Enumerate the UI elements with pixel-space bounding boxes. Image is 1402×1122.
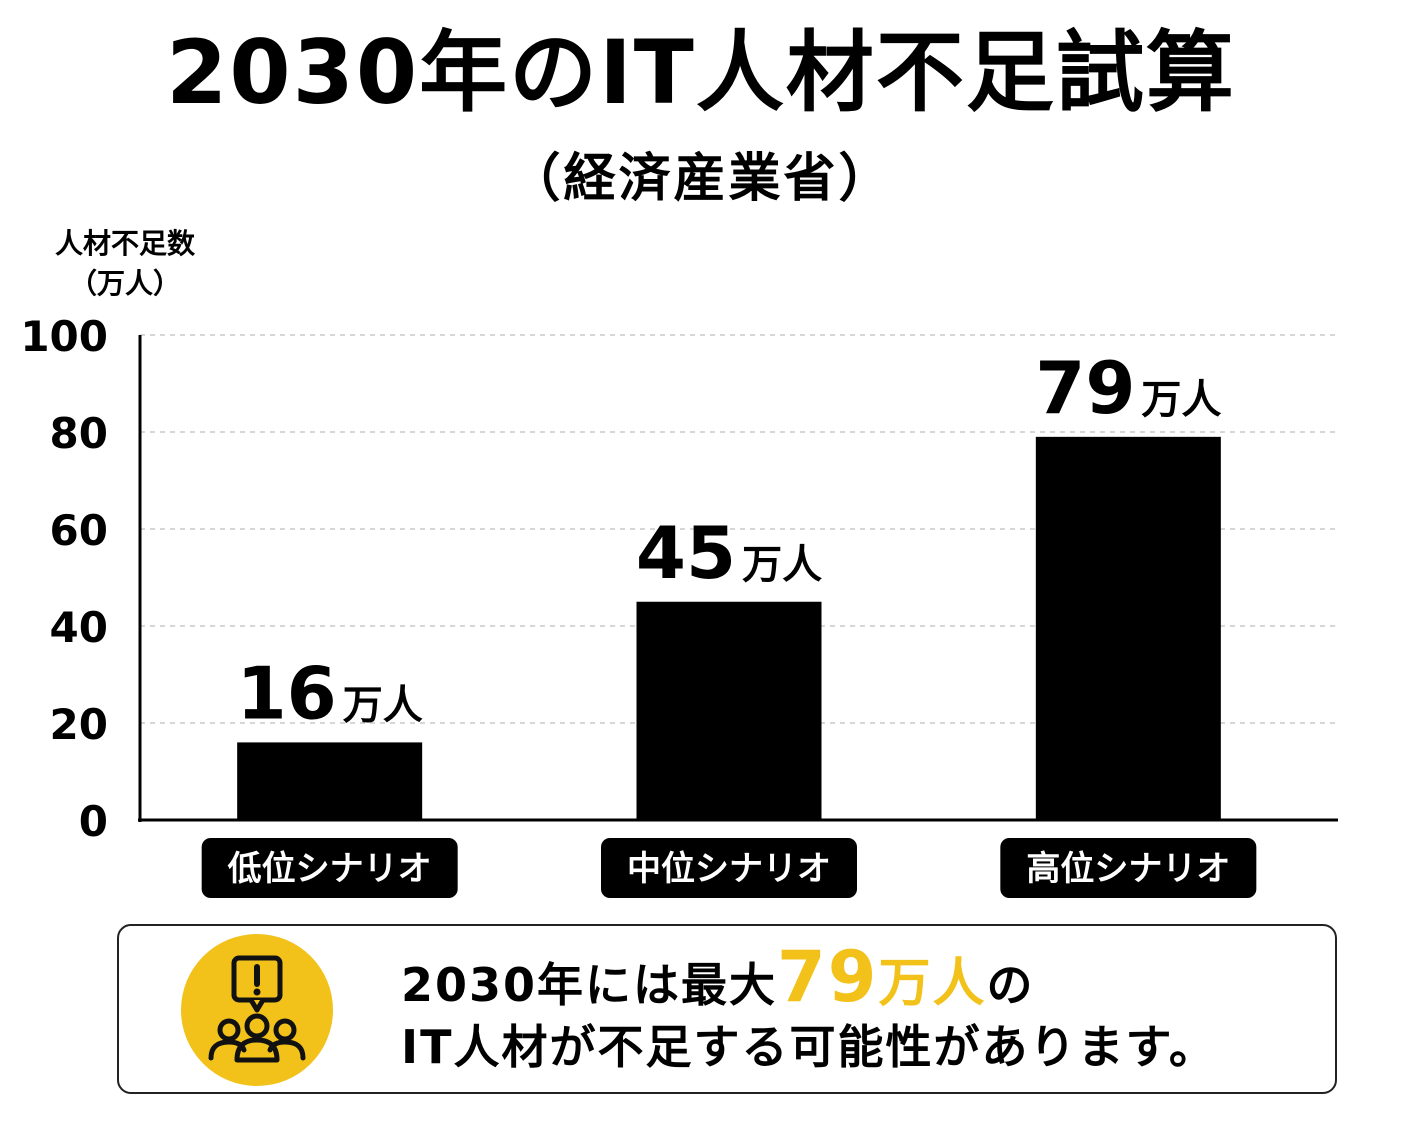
summary-callout: 2030年には最大79万人の IT人材が不足する可能性があります。 bbox=[117, 924, 1337, 1094]
bar bbox=[237, 742, 423, 820]
bar-value-label: 79 万人 bbox=[1035, 346, 1221, 430]
y-tick-label: 0 bbox=[79, 797, 108, 846]
y-axis-label: 人材不足数 （万人） bbox=[30, 224, 220, 304]
callout-line-2: IT人材が不足する可能性があります。 bbox=[401, 1020, 1217, 1074]
callout-highlight-number: 79 bbox=[777, 936, 879, 1018]
category-label-box bbox=[1000, 838, 1257, 898]
y-tick-label: 100 bbox=[20, 312, 108, 361]
category-label: 高位シナリオ bbox=[1026, 849, 1230, 889]
y-axis-label-line1: 人材不足数 bbox=[54, 227, 195, 260]
y-tick-label: 80 bbox=[50, 409, 108, 458]
callout-highlight-unit: 万人 bbox=[878, 954, 987, 1014]
category-label-box bbox=[601, 838, 857, 898]
bar-value-label: 16 万人 bbox=[237, 651, 423, 735]
bar bbox=[1035, 436, 1221, 820]
bar bbox=[636, 601, 822, 820]
callout-prefix: 2030年には最大 bbox=[401, 958, 778, 1012]
chart-title: 2030年のIT人材不足試算 bbox=[166, 21, 1236, 124]
callout-line-1: 2030年には最大79万人の bbox=[401, 942, 1217, 1014]
callout-suffix: の bbox=[986, 958, 1035, 1012]
callout-text: 2030年には最大79万人の IT人材が不足する可能性があります。 bbox=[401, 942, 1217, 1082]
category-label: 中位シナリオ bbox=[627, 849, 831, 889]
y-tick-label: 40 bbox=[50, 603, 108, 652]
chart-subtitle: （経済産業省） bbox=[508, 149, 894, 209]
bar-value-label: 45 万人 bbox=[636, 511, 822, 595]
category-label-box bbox=[201, 838, 458, 898]
alert-people-icon bbox=[181, 934, 333, 1086]
y-tick-label: 20 bbox=[50, 700, 108, 749]
y-tick-label: 60 bbox=[50, 506, 108, 555]
y-axis-label-line2: （万人） bbox=[68, 267, 181, 300]
category-label: 低位シナリオ bbox=[228, 849, 432, 889]
